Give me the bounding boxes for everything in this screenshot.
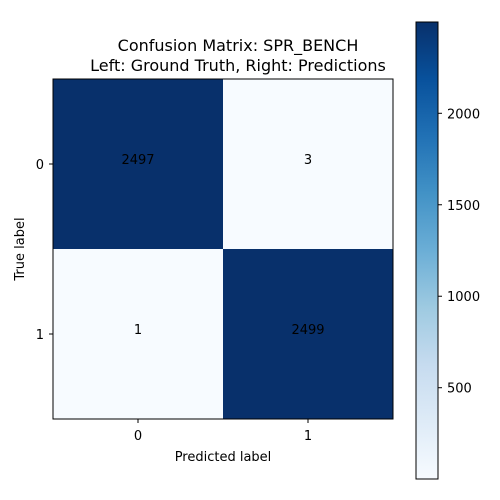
colorbar-tick-label: 500 [447,382,472,397]
cell-value-label-1-1: 2499 [291,323,324,338]
x-axis-label: Predicted label [175,450,272,465]
heatmap-cell-1-0 [53,249,223,419]
plot-frame [52,78,394,420]
colorbar [416,22,438,479]
heatmap-cell-0-1 [223,79,393,249]
x-tick-label: 0 [134,429,142,444]
chart-title-line-1: Confusion Matrix: SPR_BENCH [118,36,359,56]
colorbar-ticks: 500 1000 1500 2000 [438,107,480,397]
cell-value-label-1-0: 1 [134,323,142,338]
heatmap-cell-labels: 2497 3 1 2499 [121,153,324,338]
x-tick-label: 1 [304,429,312,444]
colorbar-tick-label: 1500 [447,199,480,214]
cell-value-label-0-0: 2497 [121,153,154,168]
heatmap-cells [53,79,393,419]
colorbar-tick-label: 2000 [447,107,480,122]
y-tick-label: 0 [36,158,44,173]
colorbar-tick-label: 1000 [447,290,480,305]
colorbar-frame [415,21,439,480]
cell-value-label-0-1: 3 [304,153,312,168]
heatmap-cell-0-0 [53,79,223,249]
heatmap-cell-1-1 [223,249,393,419]
chart-title-line-2: Left: Ground Truth, Right: Predictions [90,56,386,75]
y-axis-ticks: 01 [36,158,53,343]
y-axis-label: True label [13,217,28,281]
y-tick-label: 1 [36,328,44,343]
